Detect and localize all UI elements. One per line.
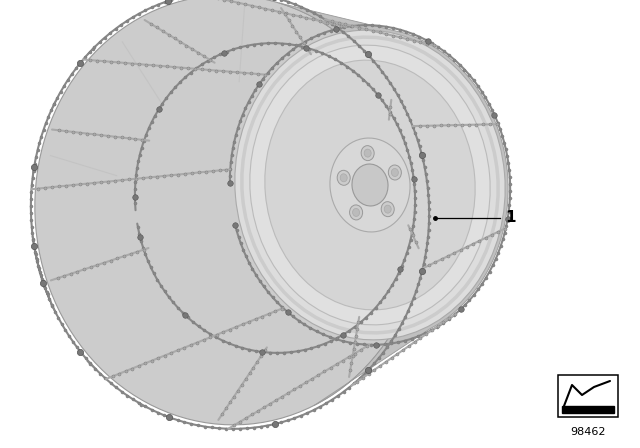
Ellipse shape [349, 205, 363, 220]
Text: 1: 1 [505, 211, 515, 225]
Ellipse shape [265, 60, 475, 310]
Ellipse shape [340, 174, 347, 182]
Ellipse shape [388, 165, 401, 180]
Ellipse shape [381, 202, 394, 217]
Ellipse shape [250, 45, 490, 325]
Ellipse shape [330, 138, 410, 232]
Ellipse shape [353, 208, 360, 216]
Bar [562, 406, 614, 413]
Ellipse shape [35, 0, 425, 425]
Ellipse shape [391, 168, 398, 177]
Ellipse shape [361, 146, 374, 161]
Ellipse shape [337, 170, 350, 185]
Ellipse shape [352, 164, 388, 206]
Text: 98462: 98462 [570, 427, 605, 437]
Ellipse shape [235, 30, 505, 340]
Ellipse shape [364, 149, 371, 157]
Ellipse shape [384, 205, 391, 213]
Bar [558, 375, 618, 417]
Polygon shape [279, 3, 508, 405]
